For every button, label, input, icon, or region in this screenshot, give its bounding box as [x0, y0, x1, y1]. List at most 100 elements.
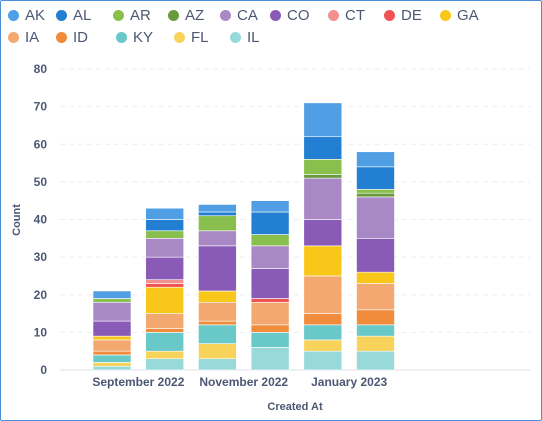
bar-segment-al-2022-11[interactable]: [250, 211, 290, 235]
bar-segment-co-2022-12[interactable]: [303, 219, 343, 247]
bar-segment-il-2022-09[interactable]: [145, 358, 184, 371]
bar-segment-ca-2022-08[interactable]: [92, 301, 132, 322]
bar-segment-ia-2022-10[interactable]: [198, 301, 237, 322]
legend-swatch: [440, 10, 451, 21]
bar-segment-co-2022-09[interactable]: [145, 256, 184, 281]
legend-label: KY: [133, 29, 154, 46]
bar-segment-al-2023-01[interactable]: [356, 166, 395, 190]
bar-segment-ar-2022-08[interactable]: [92, 298, 132, 303]
legend-swatch: [116, 32, 127, 43]
bar-segment-il-2022-12[interactable]: [303, 350, 343, 371]
bar-segment-ga-2022-08[interactable]: [92, 335, 132, 341]
legend-item-al[interactable]: AL: [56, 7, 91, 24]
bar-segment-il-2022-10[interactable]: [198, 358, 237, 371]
bar-segment-ga-2022-12[interactable]: [303, 245, 343, 277]
legend-label: FL: [191, 29, 209, 46]
legend-item-ia[interactable]: IA: [8, 29, 39, 46]
legend-label: AK: [25, 7, 46, 24]
bar-segment-id-2023-01[interactable]: [356, 309, 395, 326]
bar-segment-id-2022-10[interactable]: [198, 320, 237, 326]
bar-segment-co-2023-01[interactable]: [356, 238, 395, 273]
bar-segment-ga-2022-09[interactable]: [145, 286, 184, 314]
bar-segment-ar-2022-09[interactable]: [145, 230, 184, 239]
bar-segment-ia-2023-01[interactable]: [356, 283, 395, 311]
bar-segment-fl-2022-09[interactable]: [145, 350, 184, 360]
bars: [92, 102, 395, 371]
legend-swatch: [328, 10, 339, 21]
legend-item-id[interactable]: ID: [56, 29, 88, 46]
legend-swatch: [168, 10, 179, 21]
bar-segment-id-2022-12[interactable]: [303, 313, 343, 326]
bar-segment-il-2022-08[interactable]: [92, 365, 132, 371]
bar-segment-ca-2022-12[interactable]: [303, 177, 343, 220]
legend-item-il[interactable]: IL: [230, 29, 260, 46]
y-tick-label: 40: [34, 213, 48, 227]
y-tick-label: 60: [34, 137, 48, 151]
legend-item-ga[interactable]: GA: [440, 7, 479, 24]
legend-item-ct[interactable]: CT: [328, 7, 365, 24]
bar-segment-ga-2023-01[interactable]: [356, 271, 395, 284]
bar-segment-fl-2022-10[interactable]: [198, 343, 237, 360]
bar-segment-co-2022-11[interactable]: [250, 268, 290, 299]
legend-item-ar[interactable]: AR: [113, 7, 151, 24]
bar-segment-ky-2022-12[interactable]: [303, 324, 343, 341]
bar-segment-ar-2023-01[interactable]: [356, 189, 395, 194]
bar-segment-ky-2022-11[interactable]: [250, 332, 290, 348]
bar-segment-ia-2022-11[interactable]: [250, 301, 290, 326]
bar-segment-ia-2022-12[interactable]: [303, 275, 343, 314]
bar-segment-ky-2022-08[interactable]: [92, 354, 132, 363]
bar-segment-ga-2022-10[interactable]: [198, 290, 237, 303]
bar-segment-de-2022-11[interactable]: [250, 298, 290, 303]
bar-segment-az-2022-12[interactable]: [303, 174, 343, 179]
bar-segment-al-2022-10[interactable]: [198, 211, 237, 217]
bar-segment-ct-2022-09[interactable]: [145, 279, 184, 284]
legend-label: AR: [130, 7, 151, 24]
legend-item-de[interactable]: DE: [384, 7, 422, 24]
bar-segment-de-2022-09[interactable]: [145, 283, 184, 288]
bar-segment-ca-2022-10[interactable]: [198, 230, 237, 247]
bar-segment-id-2022-11[interactable]: [250, 324, 290, 333]
x-axis-ticks: September 2022 November 2022 January 2023: [92, 375, 387, 389]
bar-segment-az-2023-01[interactable]: [356, 192, 395, 198]
bar-segment-il-2022-11[interactable]: [250, 347, 290, 371]
y-tick-label: 50: [34, 175, 48, 189]
legend-item-az[interactable]: AZ: [168, 7, 204, 24]
legend-item-co[interactable]: CO: [270, 7, 310, 24]
bar-segment-ak-2022-08[interactable]: [92, 290, 132, 299]
bar-segment-ia-2022-09[interactable]: [145, 313, 184, 329]
bar-segment-ca-2023-01[interactable]: [356, 196, 395, 239]
bar-segment-ky-2023-01[interactable]: [356, 324, 395, 337]
bar-segment-id-2022-08[interactable]: [92, 350, 132, 356]
bar-segment-ar-2022-11[interactable]: [250, 234, 290, 247]
bar-segment-ar-2022-12[interactable]: [303, 159, 343, 175]
legend-item-fl[interactable]: FL: [174, 29, 209, 46]
legend-item-ak[interactable]: AK: [8, 7, 45, 24]
legend-item-ky[interactable]: KY: [116, 29, 153, 46]
bar-segment-ak-2023-01[interactable]: [356, 151, 395, 168]
bar-segment-fl-2022-08[interactable]: [92, 362, 132, 367]
bar-segment-ar-2022-10[interactable]: [198, 215, 237, 232]
legend-label: CO: [287, 7, 310, 24]
bar-segment-ak-2022-12[interactable]: [303, 102, 343, 138]
bar-segment-ca-2022-11[interactable]: [250, 245, 290, 269]
bar-segment-id-2022-09[interactable]: [145, 328, 184, 333]
legend-swatch: [8, 32, 19, 43]
bar-segment-ca-2022-09[interactable]: [145, 238, 184, 258]
bar-segment-co-2022-10[interactable]: [198, 245, 237, 292]
bar-segment-al-2022-12[interactable]: [303, 136, 343, 160]
bar-segment-ia-2022-08[interactable]: [92, 339, 132, 352]
legend-item-ca[interactable]: CA: [220, 7, 258, 24]
bar-segment-ak-2022-11[interactable]: [250, 200, 290, 213]
bar-segment-ak-2022-10[interactable]: [198, 204, 237, 213]
x-tick-label: January 2023: [311, 375, 387, 389]
bar-segment-al-2022-09[interactable]: [145, 219, 184, 232]
bar-segment-co-2022-08[interactable]: [92, 320, 132, 337]
bar-segment-il-2023-01[interactable]: [356, 350, 395, 371]
bar-segment-ak-2022-09[interactable]: [145, 207, 184, 220]
bar-segment-fl-2022-12[interactable]: [303, 339, 343, 352]
bar-segment-ky-2022-09[interactable]: [145, 332, 184, 352]
y-tick-label: 70: [34, 100, 48, 114]
bar-segment-fl-2023-01[interactable]: [356, 335, 395, 352]
bar-segment-ky-2022-10[interactable]: [198, 324, 237, 344]
legend-swatch: [56, 10, 67, 21]
